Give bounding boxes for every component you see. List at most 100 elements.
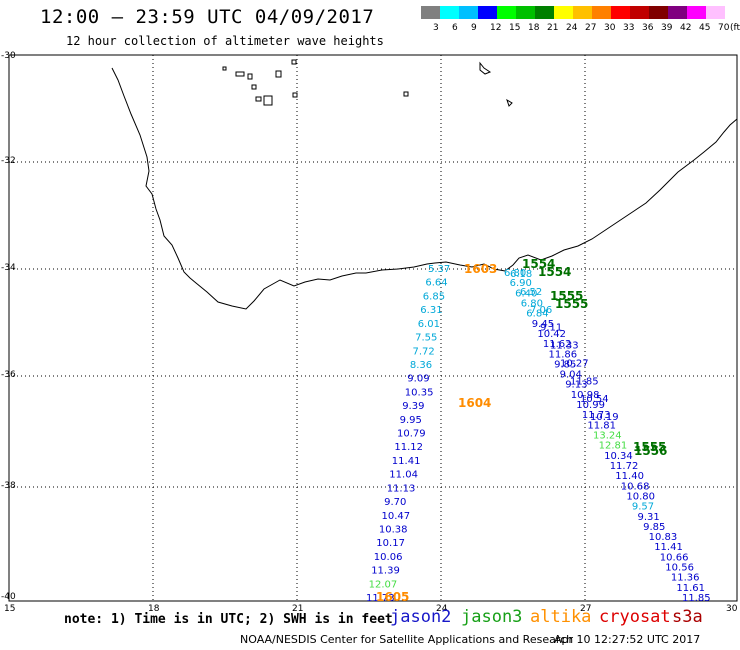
pass-time-label: 1604 [458,396,491,410]
swh-value-label: 10.19 [590,412,619,423]
swh-value-label: 10.47 [382,511,411,522]
pass-time-label: 1605 [376,590,409,604]
swh-value-label: 10.06 [374,552,403,563]
swh-value-label: 9.45 [532,319,554,330]
pass-time-label: 1554 [522,257,555,271]
swh-value-label: 11.40 [615,471,644,482]
legend-swatch [687,6,706,19]
lon-tick: 30 [726,604,738,614]
swh-value-label: 6.31 [420,305,442,316]
legend-swatch [706,6,725,19]
legend-label: 9 [471,23,477,33]
chart-title: 12:00 – 23:59 UTC 04/09/2017 [40,6,375,28]
swh-value-label: 12.81 [599,441,628,452]
legend-label: 42 [680,23,692,33]
swh-value-label: 9.85 [643,522,665,533]
swh-value-label: 9.09 [407,374,429,385]
swh-value-label: 10.38 [379,525,408,536]
swh-value-label: 10.99 [576,400,605,411]
swh-value-label: 11.61 [676,583,705,594]
legend-label: 36 [642,23,654,33]
swh-value-label: 11.62 [543,339,572,350]
swh-value-label: 11.41 [392,456,421,467]
swh-value-label: 10.27 [560,358,589,369]
pass-time-label: 1555 [633,440,666,454]
lat-tick: -36 [1,370,16,380]
legend-swatch [611,6,630,19]
legend-swatch [516,6,535,19]
swh-value-label: 10.42 [537,329,566,340]
swh-value-label: 5.37 [428,264,450,275]
swh-value-label: 10.54 [580,394,609,405]
lat-tick: -40 [1,592,16,602]
graticule [9,55,737,601]
swh-value-label: 11.33 [550,341,579,352]
swh-value-label: 11.85 [682,593,711,604]
track-west-jason2: 5.37 6.64 6.85 6.31 6.01 7.55 7.72 8.36 9.09 10.3… [366,264,450,604]
swh-value-label: 10.34 [604,451,633,462]
swh-value-label: 11.13 [387,483,416,494]
legend-label: 6 [452,23,458,33]
swh-value-label: 9.85 [554,359,576,370]
track-east-jason3: 6.806.906.406.806.849.4510.4211.6211.869… [504,268,711,604]
swh-value-label: 10.68 [621,481,650,492]
swh-value-label: 10.80 [626,491,655,502]
swh-value-label: 9.31 [638,512,660,523]
pass-time-label: 1555 [550,289,583,303]
lat-tick: -32 [1,156,16,166]
swh-value-label: 11.73 [582,410,611,421]
swh-value-label: 10.66 [660,552,689,563]
legend-label: 24 [566,23,578,33]
legend-label: 12 [490,23,502,33]
lat-tick: -38 [1,481,16,491]
swh-value-label: 6.80 [504,268,526,279]
lon-tick: 27 [580,604,592,614]
footer-note: note: 1) Time is in UTC; 2) SWH is in fe… [64,612,393,627]
lon-tick: 21 [292,604,304,614]
swh-value-label: 6.18 [510,269,532,280]
swh-value-label: 9.13 [565,380,587,391]
credit-line: NOAA/NESDIS Center for Satellite Applica… [240,633,574,646]
legend-swatch [592,6,611,19]
legend-swatch [573,6,592,19]
swh-value-label: 6.85 [423,291,445,302]
legend-label: 33 [623,23,635,33]
legend-label: 3 [433,23,439,33]
legend-swatch [535,6,554,19]
swh-value-label: 9.95 [400,415,422,426]
swh-value-label: 9.57 [632,502,654,513]
swh-value-label: 11.39 [371,566,400,577]
legend-label: 30 [604,23,616,33]
coastline [111,67,738,310]
lon-tick: 15 [4,604,16,614]
swh-value-label: 11.81 [587,420,616,431]
swh-value-label: 10.56 [665,563,694,574]
legend-label: 15 [509,23,521,33]
legend-swatch [668,6,687,19]
swh-value-label: 11.85 [570,376,599,387]
swh-value-label: 11.86 [549,349,578,360]
satellite-jason3: jason3 [461,607,523,627]
swh-value-label: 11.41 [654,542,683,553]
legend-label: 39 [661,23,673,33]
swh-value-label: 10.98 [571,390,600,401]
pass-time-label: 1603 [464,262,497,276]
satellite-jason2: jason2 [390,607,452,627]
satellite-altika: altika [530,607,592,627]
swh-value-label: 9.39 [402,401,424,412]
legend-label: 27 [585,23,597,33]
lon-tick: 18 [148,604,160,614]
swh-value-label: 6.40 [515,288,537,299]
legend-swatch [478,6,497,19]
swh-value-label: 11.12 [394,442,423,453]
legend-swatch [649,6,668,19]
swh-value-label: 6.01 [418,319,440,330]
legend-swatch [440,6,459,19]
swh-value-label: 11.04 [389,470,418,481]
legend-label: 18 [528,23,540,33]
swh-value-label: 11.36 [671,573,700,584]
lat-tick: -34 [1,263,16,273]
swh-value-label: 7.72 [413,346,435,357]
